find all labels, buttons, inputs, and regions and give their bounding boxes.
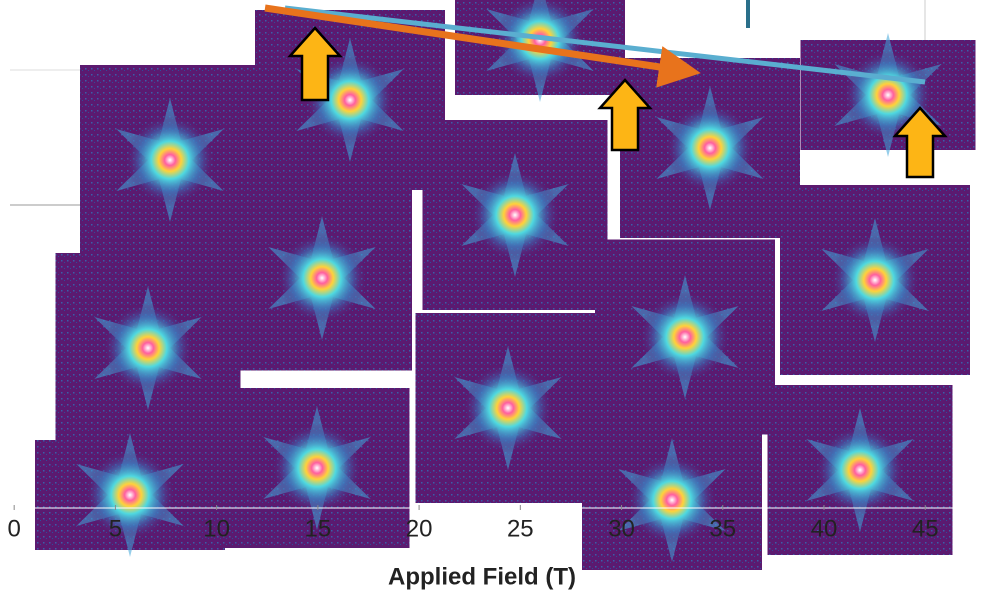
- central-spot: [640, 292, 730, 382]
- diffraction-tile: [255, 10, 445, 190]
- diffraction-tile: [780, 185, 970, 375]
- diffraction-tile: [767, 385, 953, 555]
- central-spot: [815, 425, 905, 515]
- diffraction-tile: [800, 33, 976, 157]
- x-tick-label: 20: [406, 515, 433, 542]
- central-spot: [665, 103, 755, 193]
- diffraction-tile: [620, 58, 800, 238]
- x-tick-label: 5: [109, 515, 122, 542]
- x-tick-label: 25: [507, 515, 534, 542]
- central-spot: [103, 303, 193, 393]
- diffraction-tiles: [35, 0, 976, 570]
- overlay: [264, 0, 948, 179]
- central-spot: [627, 455, 717, 545]
- x-tick-label: 0: [7, 515, 20, 542]
- x-tick-label: 45: [912, 515, 939, 542]
- x-tick-label: 30: [608, 515, 635, 542]
- x-tick-label: 10: [203, 515, 230, 542]
- x-tick-label: 35: [709, 515, 736, 542]
- central-spot: [495, 0, 585, 85]
- x-axis-label: Applied Field (T): [388, 563, 576, 590]
- diffraction-tile: [582, 430, 762, 570]
- central-spot: [125, 115, 215, 205]
- diffraction-tile: [415, 313, 601, 503]
- diffraction-tile: [224, 388, 410, 548]
- central-spot: [272, 423, 362, 513]
- central-spot: [277, 233, 367, 323]
- x-tick-label: 40: [811, 515, 838, 542]
- diffraction-tile: [35, 433, 225, 557]
- diffraction-tile: [232, 185, 412, 371]
- diffraction-tile: [595, 239, 775, 435]
- central-spot: [85, 450, 175, 540]
- diffraction-tile: [422, 120, 608, 310]
- diffraction-tile: [80, 65, 260, 255]
- central-spot: [463, 363, 553, 453]
- diffraction-tile: [55, 253, 241, 443]
- central-spot: [830, 235, 920, 325]
- x-tick-label: 15: [305, 515, 332, 542]
- central-spot: [470, 170, 560, 260]
